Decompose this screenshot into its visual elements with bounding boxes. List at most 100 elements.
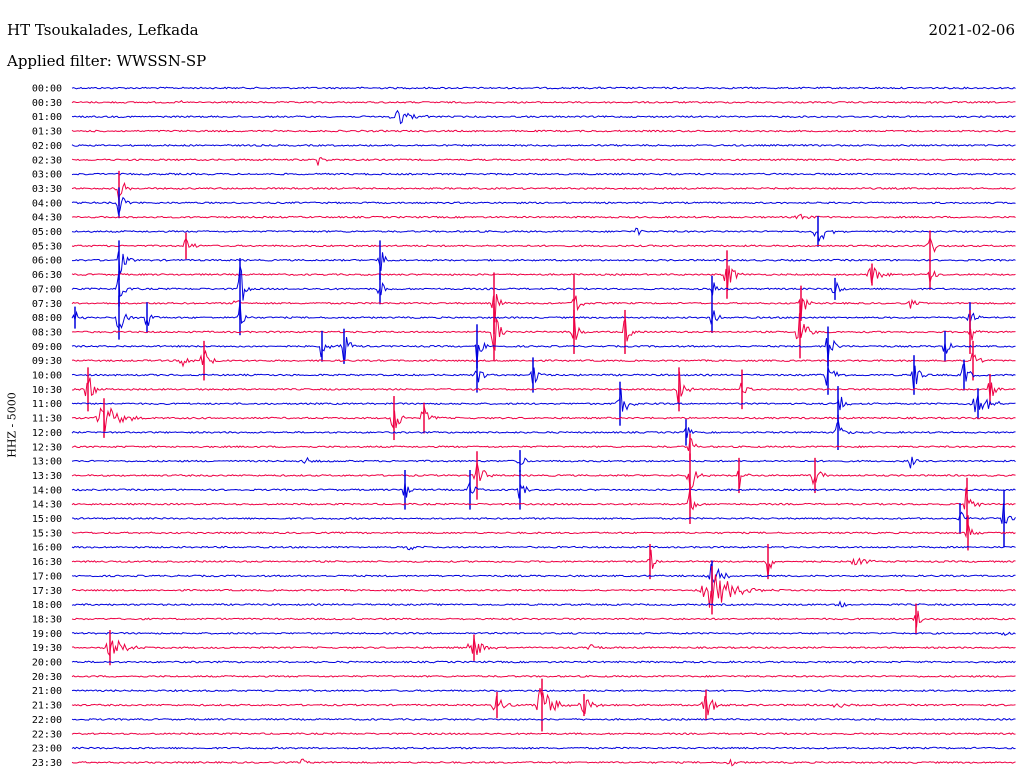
seismogram-trace: [71, 236, 1016, 253]
time-label: 12:00: [32, 428, 62, 439]
seismogram-trace: [71, 610, 1016, 628]
seismogram-trace: [71, 563, 1016, 584]
seismogram-trace: [71, 181, 1016, 200]
seismogram-trace: [71, 545, 1016, 551]
seismogram-trace: [71, 405, 1016, 432]
time-label: 09:30: [32, 356, 62, 367]
seismogram-trace: [71, 389, 1016, 413]
time-label: 22:00: [32, 715, 62, 726]
time-label: 21:00: [32, 686, 62, 697]
time-label: 07:30: [32, 299, 62, 310]
seismogram-trace: [71, 462, 1016, 489]
seismogram-trace: [71, 293, 1016, 323]
time-label: 20:00: [32, 658, 62, 669]
time-label: 21:30: [32, 701, 62, 712]
time-label: 20:30: [32, 672, 62, 683]
seismogram-trace: [71, 574, 1016, 608]
seismogram-trace: [71, 758, 1016, 767]
time-label: 17:00: [32, 571, 62, 582]
seismogram-trace: [71, 156, 1016, 166]
seismogram-trace: [71, 213, 1016, 220]
seismogram-trace: [71, 196, 1016, 215]
time-label: 14:00: [32, 485, 62, 496]
time-label: 00:00: [32, 84, 62, 95]
seismogram-trace: [71, 100, 1016, 104]
time-label: 18:30: [32, 614, 62, 625]
seismogram-trace: [71, 143, 1016, 147]
seismogram-trace: [71, 746, 1016, 750]
time-label: 06:30: [32, 270, 62, 281]
time-label: 22:30: [32, 729, 62, 740]
time-label: 07:00: [32, 284, 62, 295]
seismogram-trace: [72, 371, 1016, 403]
seismogram-trace: [71, 109, 1016, 125]
station-title: HT Tsoukalades, Lefkada: [7, 21, 199, 39]
seismogram-trace: [71, 660, 1016, 664]
seismogram-trace: [71, 227, 1016, 242]
filter-label: Applied filter: WWSSN-SP: [7, 52, 207, 70]
time-label: 15:30: [32, 528, 62, 539]
seismogram-trace: [71, 86, 1016, 90]
time-label: 15:00: [32, 514, 62, 525]
time-label: 05:00: [32, 227, 62, 238]
time-label: 18:00: [32, 600, 62, 611]
time-label: 14:30: [32, 500, 62, 511]
time-label: 19:30: [32, 643, 62, 654]
time-label: 11:30: [32, 414, 62, 425]
seismogram-trace: [71, 172, 1016, 176]
time-label: 09:00: [32, 342, 62, 353]
time-label: 01:30: [32, 127, 62, 138]
time-label: 04:00: [32, 198, 62, 209]
seismogram-trace: [72, 251, 1016, 275]
seismogram-trace: [71, 301, 1016, 329]
time-label: 23:00: [32, 744, 62, 755]
time-label: 03:30: [32, 184, 62, 195]
seismogram-trace: [71, 637, 1016, 657]
time-label: 08:30: [32, 327, 62, 338]
seismogram-trace: [71, 266, 1016, 301]
time-label: 02:30: [32, 155, 62, 166]
time-label: 13:30: [32, 471, 62, 482]
seismogram-trace: [71, 313, 1016, 351]
seismogram-trace: [71, 688, 1016, 716]
time-label: 05:30: [32, 241, 62, 252]
time-label: 16:00: [32, 543, 62, 554]
time-label: 10:30: [32, 385, 62, 396]
time-label: 16:30: [32, 557, 62, 568]
time-label: 23:30: [32, 758, 62, 769]
seismogram-trace: [71, 129, 1016, 133]
seismogram-trace: [71, 717, 1016, 721]
time-label: 11:00: [32, 399, 62, 410]
time-label: 19:00: [32, 629, 62, 640]
time-label: 12:30: [32, 442, 62, 453]
seismogram-trace: [71, 631, 1016, 636]
time-label: 10:00: [32, 371, 62, 382]
seismogram-trace: [71, 503, 1016, 524]
time-label: 04:30: [32, 213, 62, 224]
seismogram-trace: [71, 689, 1016, 693]
seismogram-trace: [71, 363, 1016, 389]
seismogram-trace: [71, 420, 1016, 438]
time-label: 08:00: [32, 313, 62, 324]
seismogram-trace: [71, 487, 1016, 511]
seismogram-trace: [71, 437, 1016, 451]
seismogram-trace: [71, 732, 1016, 736]
seismogram-trace: [71, 674, 1016, 678]
seismogram-trace: [71, 600, 1016, 608]
seismogram-trace: [71, 349, 1016, 368]
time-label: 17:30: [32, 586, 62, 597]
time-label: 13:00: [32, 457, 62, 468]
time-label: 00:30: [32, 98, 62, 109]
seismogram-trace: [71, 456, 1016, 469]
seismogram-trace: [71, 481, 1016, 499]
time-label: 03:00: [32, 170, 62, 181]
time-label: 06:00: [32, 256, 62, 267]
seismogram-trace: [71, 549, 1016, 577]
date-label: 2021-02-06: [928, 21, 1015, 39]
seismogram-trace: [71, 522, 1016, 539]
seismogram-trace: [71, 265, 1016, 291]
time-label: 01:00: [32, 112, 62, 123]
time-label: 02:00: [32, 141, 62, 152]
seismogram-trace: [71, 337, 1016, 365]
